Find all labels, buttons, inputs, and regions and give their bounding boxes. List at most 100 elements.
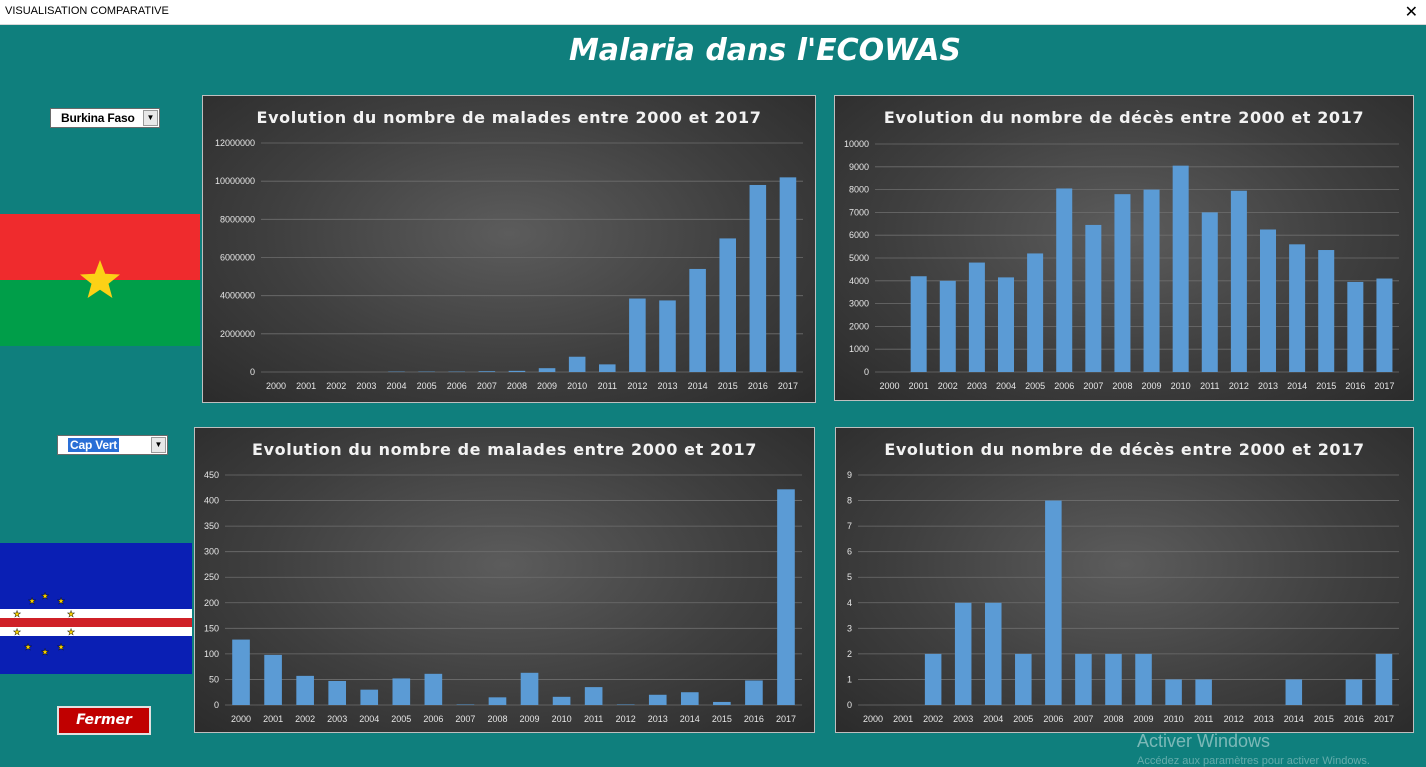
chart-cv-deces-svg: Evolution du nombre de décès entre 2000 … (836, 428, 1413, 732)
x-tick-label: 2002 (295, 714, 315, 724)
bar (1202, 212, 1218, 372)
x-tick-label: 2013 (1254, 714, 1274, 724)
y-tick-label: 10000000 (215, 176, 255, 186)
x-tick-label: 2010 (567, 381, 587, 391)
bar (659, 300, 676, 372)
y-tick-label: 9 (847, 470, 852, 480)
x-tick-label: 2006 (447, 381, 467, 391)
y-tick-label: 0 (250, 367, 255, 377)
y-tick-label: 2000 (849, 321, 869, 331)
bar (360, 690, 378, 705)
x-tick-label: 2003 (356, 381, 376, 391)
svg-text:★: ★ (41, 648, 49, 658)
y-tick-label: 8 (847, 496, 852, 506)
bar (969, 263, 985, 372)
bar (569, 357, 586, 372)
x-tick-label: 2016 (744, 714, 764, 724)
chart-title: Evolution du nombre de décès entre 2000 … (884, 108, 1364, 127)
bar (649, 695, 667, 705)
y-tick-label: 10000 (844, 139, 869, 149)
country2-selected: Cap Vert (68, 438, 119, 452)
x-tick-label: 2015 (1316, 381, 1336, 391)
x-tick-label: 2006 (1054, 381, 1074, 391)
bar (1376, 279, 1392, 372)
bar (1075, 654, 1092, 705)
x-tick-label: 2017 (776, 714, 796, 724)
bar (629, 299, 646, 372)
chevron-down-icon[interactable]: ▼ (151, 437, 166, 453)
x-tick-label: 2013 (657, 381, 677, 391)
bar (1173, 166, 1189, 372)
y-tick-label: 1 (847, 674, 852, 684)
x-tick-label: 2010 (1164, 714, 1184, 724)
x-tick-label: 2012 (616, 714, 636, 724)
x-tick-label: 2007 (477, 381, 497, 391)
x-tick-label: 2017 (778, 381, 798, 391)
y-tick-label: 6 (847, 547, 852, 557)
country1-dropdown[interactable]: Burkina Faso ▼ (50, 108, 160, 128)
bar (1286, 679, 1303, 705)
bar (1114, 194, 1130, 372)
bar (998, 277, 1014, 372)
svg-text:★: ★ (57, 643, 65, 653)
bar (713, 702, 731, 705)
chart-cv-malades-svg: Evolution du nombre de malades entre 200… (195, 428, 814, 732)
bar (955, 603, 972, 705)
chevron-down-icon[interactable]: ▼ (143, 110, 158, 126)
x-tick-label: 2009 (1134, 714, 1154, 724)
fermer-button[interactable]: Fermer (57, 706, 151, 735)
bar (1165, 679, 1182, 705)
bar (1195, 679, 1212, 705)
x-tick-label: 2017 (1374, 714, 1394, 724)
bar (985, 603, 1002, 705)
chart-bf-malades-svg: Evolution du nombre de malades entre 200… (203, 96, 815, 402)
x-tick-label: 2004 (386, 381, 406, 391)
y-tick-label: 50 (209, 674, 219, 684)
y-tick-label: 6000 (849, 230, 869, 240)
x-tick-label: 2012 (627, 381, 647, 391)
chart-title: Evolution du nombre de malades entre 200… (252, 440, 757, 459)
x-tick-label: 2007 (1083, 381, 1103, 391)
country2-dropdown[interactable]: Cap Vert ▼ (57, 435, 168, 455)
x-tick-label: 2005 (391, 714, 411, 724)
x-tick-label: 2011 (584, 714, 603, 724)
close-icon[interactable]: ✕ (1405, 2, 1418, 21)
x-tick-label: 2008 (487, 714, 507, 724)
svg-text:★: ★ (13, 610, 21, 620)
x-tick-label: 2009 (537, 381, 557, 391)
bar (232, 640, 250, 705)
x-tick-label: 2001 (296, 381, 316, 391)
bar (296, 676, 314, 705)
svg-text:★: ★ (24, 643, 32, 653)
bar (425, 674, 443, 705)
chart-cv-malades: Evolution du nombre de malades entre 200… (194, 427, 815, 733)
bar (1135, 654, 1152, 705)
bar (521, 673, 539, 705)
bar (585, 687, 603, 705)
window-titlebar: VISUALISATION COMPARATIVE ✕ (0, 0, 1426, 25)
x-tick-label: 2014 (1287, 381, 1307, 391)
x-tick-label: 2003 (967, 381, 987, 391)
x-tick-label: 2003 (953, 714, 973, 724)
x-tick-label: 2012 (1229, 381, 1249, 391)
x-tick-label: 2004 (983, 714, 1003, 724)
y-tick-label: 200 (204, 598, 219, 608)
y-tick-label: 8000000 (220, 214, 255, 224)
activation-watermark-sub: Accédez aux paramètres pour activer Wind… (1137, 755, 1370, 767)
y-tick-label: 7000 (849, 207, 869, 217)
x-tick-label: 2000 (880, 381, 900, 391)
svg-text:★: ★ (28, 597, 36, 607)
x-tick-label: 2011 (598, 381, 617, 391)
x-tick-label: 2004 (996, 381, 1016, 391)
bar (1027, 253, 1043, 372)
bar (750, 185, 767, 372)
svg-text:★: ★ (67, 610, 75, 620)
y-tick-label: 3000 (849, 299, 869, 309)
x-tick-label: 2001 (893, 714, 913, 724)
y-tick-label: 5000 (849, 253, 869, 263)
bar (509, 371, 526, 372)
bar (553, 697, 571, 705)
chart-bf-deces-svg: Evolution du nombre de décès entre 2000 … (835, 96, 1413, 400)
x-tick-label: 2006 (423, 714, 443, 724)
x-tick-label: 2011 (1200, 381, 1219, 391)
